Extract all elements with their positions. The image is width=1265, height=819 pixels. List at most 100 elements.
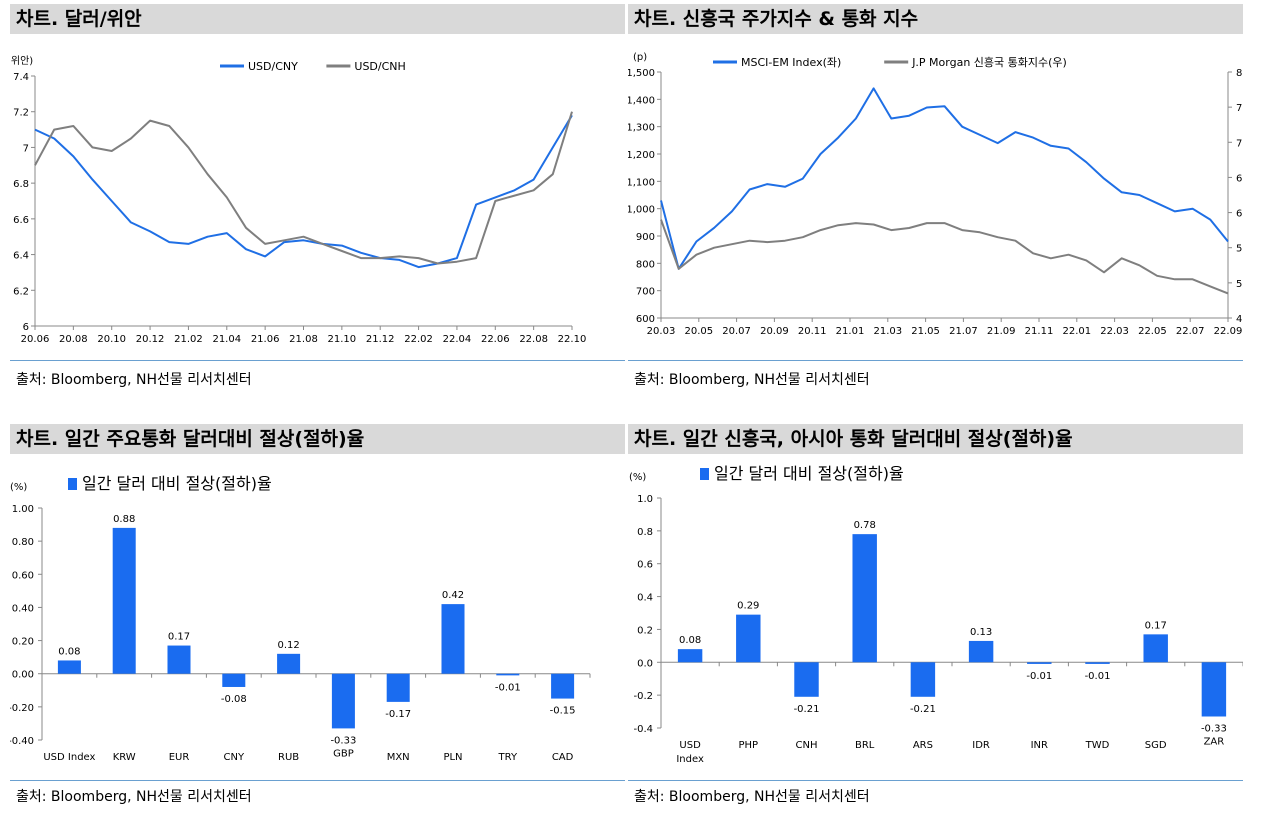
y-tick-label: 0.40 <box>12 603 34 614</box>
y-tick-label: 1,000 <box>628 205 655 216</box>
y-tick-label: 1.0 <box>637 494 653 505</box>
y-tick-label: 1,300 <box>628 123 655 134</box>
x-tick-label: 21.09 <box>987 326 1016 337</box>
bar-value-label: 0.17 <box>168 632 190 643</box>
legend-label: 일간 달러 대비 절상(절하)율 <box>714 464 904 483</box>
x-category-label: PLN <box>443 752 462 763</box>
x-tick-label: 22.02 <box>404 334 433 345</box>
bar-zar <box>1201 662 1227 717</box>
y-axis-unit: (%) <box>629 472 646 483</box>
x-category-label: RUB <box>278 752 299 763</box>
x-category-label: BRL <box>855 740 875 751</box>
chart-panel-major-fx: 차트. 일간 주요통화 달러대비 절상(절하)율 (%) 일간 달러 대비 절상(… <box>10 424 625 819</box>
x-tick-label: 20.06 <box>21 334 50 345</box>
x-tick-label: 22.04 <box>443 334 472 345</box>
x-category-label: GBP <box>333 748 354 759</box>
x-tick-label: 22.03 <box>1100 326 1129 337</box>
bar-ars <box>910 662 936 697</box>
bar-php <box>736 614 761 663</box>
divider <box>628 360 1243 361</box>
x-tick-label: 20.10 <box>97 334 126 345</box>
x-category-label: KRW <box>113 752 136 763</box>
bar-brl <box>852 534 877 663</box>
x-tick-label: 20.11 <box>798 326 827 337</box>
y-tick-label: 1.00 <box>12 504 34 515</box>
x-category-label: PHP <box>739 740 759 751</box>
source-note: 출처: Bloomberg, NH선물 리서치센터 <box>634 789 870 805</box>
x-tick-label: 21.04 <box>212 334 241 345</box>
y-tick-label: -0.2 <box>633 691 653 702</box>
x-category-label: USD Index <box>43 752 95 763</box>
x-tick-label: 21.05 <box>911 326 940 337</box>
x-tick-label: 20.12 <box>136 334 165 345</box>
x-category-label: IDR <box>972 740 990 751</box>
bar-value-label: 0.13 <box>970 627 992 638</box>
bar-rub <box>277 653 301 674</box>
x-category-label: INR <box>1031 740 1048 751</box>
legend-label: USD/CNH <box>354 60 405 73</box>
y-tick-label: 7 <box>23 143 29 154</box>
panel-title: 차트. 신흥국 주가지수 & 통화 지수 <box>628 4 1243 34</box>
x-category-label: Index <box>676 754 704 765</box>
y-tick-label: 7.2 <box>13 108 29 119</box>
x-category-label: CNY <box>224 752 245 763</box>
panel-title: 차트. 일간 신흥국, 아시아 통화 달러대비 절상(절하)율 <box>628 424 1243 454</box>
x-tick-label: 20.08 <box>59 334 88 345</box>
x-category-label: EUR <box>169 752 190 763</box>
bar-try <box>496 673 520 676</box>
x-category-label: CNH <box>796 740 818 751</box>
y2-tick-label: 50 <box>1236 279 1243 290</box>
x-tick-label: 21.06 <box>251 334 280 345</box>
bar-value-label: 0.12 <box>277 640 299 651</box>
x-tick-label: 21.03 <box>873 326 902 337</box>
chart-panel-em-index: 차트. 신흥국 주가지수 & 통화 지수 (p) 600 700 800 900 1,00… <box>628 4 1243 399</box>
x-tick-label: 22.05 <box>1138 326 1167 337</box>
chart-panel-em-asia-fx: 차트. 일간 신흥국, 아시아 통화 달러대비 절상(절하)율 (%) 일간 달러… <box>628 424 1243 819</box>
x-category-label: TWD <box>1085 740 1110 751</box>
divider <box>628 780 1243 781</box>
bar-gbp <box>331 673 355 729</box>
divider <box>10 780 625 781</box>
bar-sgd <box>1143 634 1168 663</box>
usdcny-line-chart: (위안) 6 6.2 6.4 6.6 6.8 7 7.2 7.4 20.06 20.08 20.10 2… <box>10 54 587 345</box>
bar-eur <box>167 645 191 674</box>
y-tick-label: 0.00 <box>12 670 34 681</box>
legend-swatch <box>700 468 709 480</box>
bar-value-label: -0.15 <box>550 706 576 717</box>
y-axis-unit: (p) <box>633 52 647 63</box>
x-tick-label: 21.12 <box>366 334 395 345</box>
x-tick-label: 21.10 <box>328 334 357 345</box>
bar-cad <box>551 673 575 699</box>
y-tick-label: 0.0 <box>637 658 653 669</box>
bar-value-label: 0.17 <box>1145 620 1167 631</box>
y-tick-label: 0.4 <box>637 593 653 604</box>
y-tick-label: 900 <box>636 232 655 243</box>
y2-tick-label: 55 <box>1236 244 1243 255</box>
y-tick-label: 0.60 <box>12 570 34 581</box>
bar-value-label: -0.33 <box>330 735 356 746</box>
y-tick-label: 6.6 <box>13 215 29 226</box>
chart-panel-usdcny: 차트. 달러/위안 (위안) 6 6.2 6.4 6.6 6.8 7 7.2 7.4 20.06 2… <box>10 4 625 399</box>
source-note: 출처: Bloomberg, NH선물 리서치센터 <box>16 789 252 805</box>
y-tick-label: 1,400 <box>628 95 655 106</box>
y2-tick-label: 75 <box>1236 103 1243 114</box>
x-tick-label: 21.02 <box>174 334 203 345</box>
y-tick-label: 6.8 <box>13 179 29 190</box>
y2-tick-label: 70 <box>1236 138 1243 149</box>
y2-tick-label: 65 <box>1236 173 1243 184</box>
x-tick-label: 22.10 <box>558 334 587 345</box>
x-tick-label: 22.07 <box>1176 326 1205 337</box>
series-line-0 <box>34 114 573 269</box>
y-tick-label: 0.8 <box>637 527 653 538</box>
x-category-label: TRY <box>498 752 518 763</box>
legend-label: MSCI-EM Index(좌) <box>741 56 841 69</box>
x-category-label: ZAR <box>1204 737 1225 748</box>
x-tick-label: 22.08 <box>519 334 548 345</box>
panel-title: 차트. 달러/위안 <box>10 4 625 34</box>
y-tick-label: 6.2 <box>13 286 29 297</box>
x-category-label: MXN <box>387 752 410 763</box>
legend-label: USD/CNY <box>248 60 298 73</box>
bar-value-label: -0.33 <box>1201 724 1227 735</box>
bar-pln <box>441 604 465 674</box>
bar-value-label: -0.01 <box>495 682 521 693</box>
